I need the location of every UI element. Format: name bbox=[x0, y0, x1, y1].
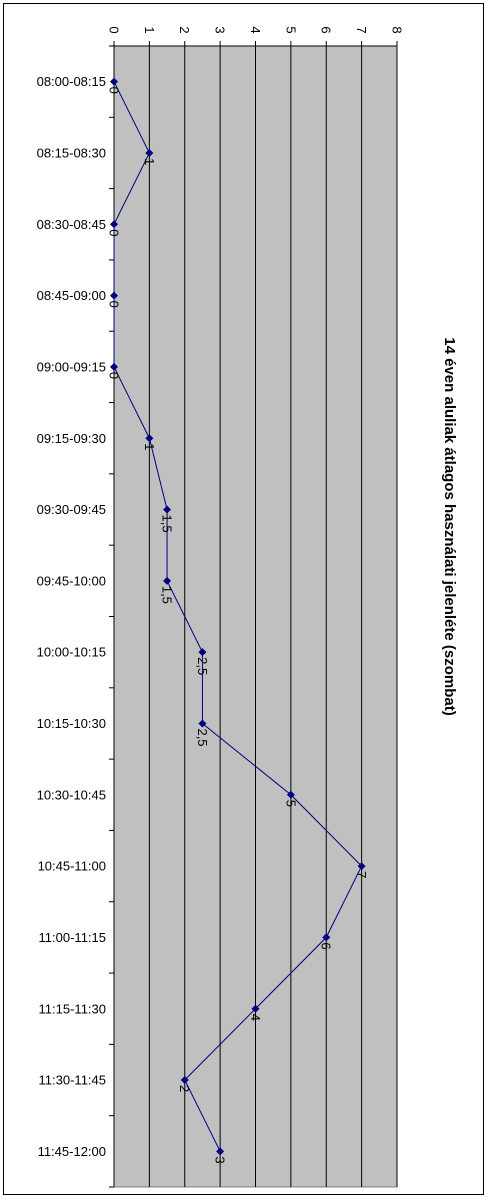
series-line bbox=[113, 81, 363, 1152]
value-tick-label: 3 bbox=[213, 26, 228, 33]
data-point bbox=[110, 77, 118, 86]
data-label: 0 bbox=[106, 229, 121, 236]
value-tick-label: 8 bbox=[389, 26, 404, 33]
data-label: 2 bbox=[177, 1085, 192, 1092]
data-label: 1,5 bbox=[160, 586, 175, 604]
category-tick-label: 11:15-11:30 bbox=[39, 1001, 106, 1016]
value-tick-label: 1 bbox=[142, 26, 157, 33]
category-tick-label: 08:45-09:00 bbox=[37, 288, 106, 303]
data-point bbox=[163, 576, 172, 585]
value-tick-label: 5 bbox=[283, 26, 298, 33]
category-tick-label: 08:00-08:15 bbox=[37, 74, 106, 89]
data-point bbox=[216, 1147, 225, 1156]
value-tick-label: 0 bbox=[106, 26, 121, 33]
data-point bbox=[110, 362, 118, 371]
chart-title: 14 éven aluliak átlagos használati jelen… bbox=[441, 337, 458, 715]
category-tick-label: 11:00-11:15 bbox=[39, 930, 106, 945]
category-tick-label: 09:15-09:30 bbox=[37, 431, 106, 446]
value-tick-label: 6 bbox=[319, 26, 334, 33]
data-label: 0 bbox=[106, 372, 121, 379]
category-tick-label: 10:15-10:30 bbox=[37, 716, 106, 731]
category-tick-label: 09:45-10:00 bbox=[37, 573, 106, 588]
category-tick-label: 10:00-10:15 bbox=[37, 645, 106, 660]
data-point bbox=[251, 1004, 260, 1013]
category-tick-label: 11:45-12:00 bbox=[38, 1144, 106, 1159]
data-label: 5 bbox=[283, 800, 298, 807]
category-tick-label: 09:30-09:45 bbox=[37, 502, 106, 517]
data-point bbox=[357, 862, 366, 871]
data-label: 0 bbox=[106, 87, 121, 94]
category-tick-label: 08:15-08:30 bbox=[37, 146, 106, 161]
category-tick-label: 10:45-11:00 bbox=[38, 859, 106, 874]
category-tick-label: 08:30-08:45 bbox=[37, 217, 106, 232]
value-tick-label: 7 bbox=[354, 26, 369, 33]
data-point bbox=[180, 1076, 189, 1085]
data-point bbox=[145, 434, 154, 443]
category-tick-label: 09:00-09:15 bbox=[37, 359, 106, 374]
data-label: 6 bbox=[319, 942, 334, 949]
data-point bbox=[198, 648, 207, 657]
data-point bbox=[163, 505, 172, 514]
data-point bbox=[322, 933, 331, 942]
data-label: 7 bbox=[354, 871, 369, 878]
data-label: 1 bbox=[142, 443, 157, 450]
data-label: 1,5 bbox=[160, 515, 175, 533]
data-label: 3 bbox=[213, 1156, 228, 1163]
data-point bbox=[110, 291, 118, 300]
data-label: 1 bbox=[142, 158, 157, 165]
data-label: 4 bbox=[248, 1014, 263, 1021]
data-label: 2,5 bbox=[195, 728, 210, 746]
data-point bbox=[286, 790, 295, 799]
data-point bbox=[110, 220, 118, 229]
data-label: 2,5 bbox=[195, 657, 210, 675]
value-tick-label: 2 bbox=[177, 26, 192, 33]
chart-frame bbox=[3, 3, 484, 1195]
category-tick-label: 10:30-10:45 bbox=[37, 787, 106, 802]
data-point bbox=[145, 148, 154, 157]
data-point bbox=[198, 719, 207, 728]
category-tick-label: 11:30-11:45 bbox=[39, 1073, 106, 1088]
value-tick-label: 4 bbox=[248, 26, 263, 33]
data-label: 0 bbox=[106, 301, 121, 308]
